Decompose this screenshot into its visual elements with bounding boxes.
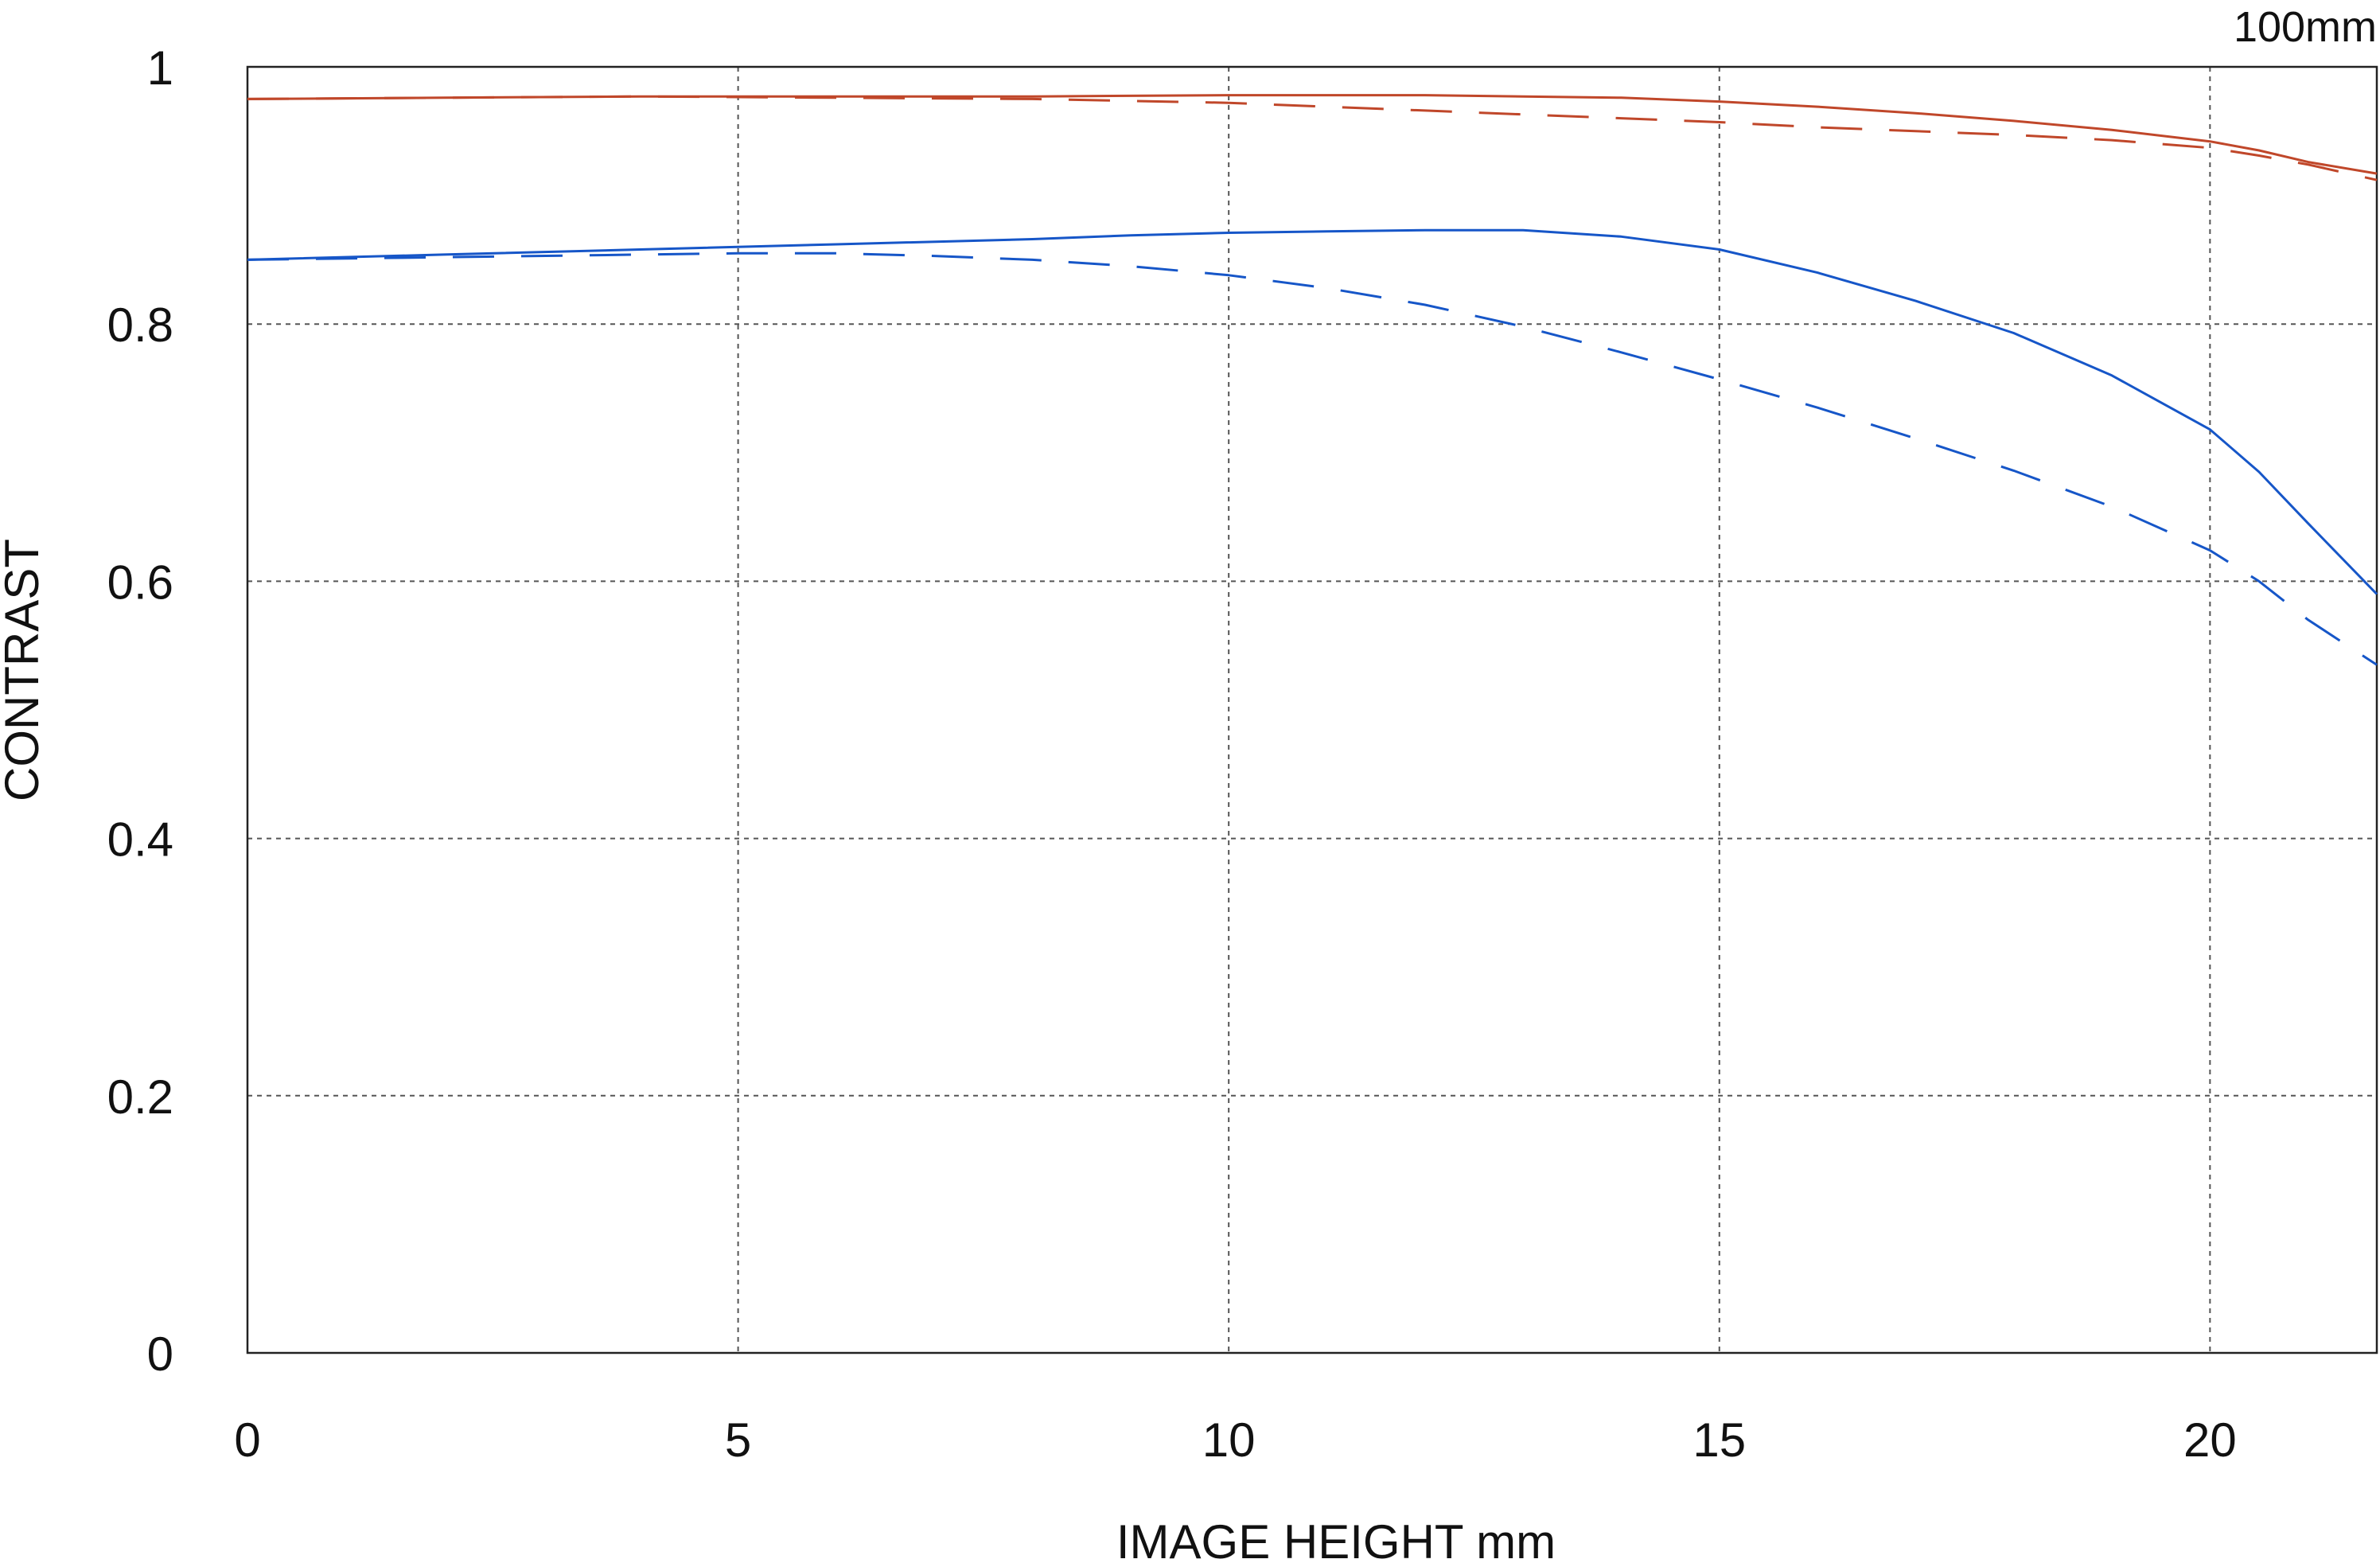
y-tick-label: 0.8 [107,298,173,352]
x-tick-label: 15 [1692,1413,1746,1467]
y-tick-label: 0.6 [107,555,173,609]
y-tick-labels: 0 0.2 0.4 0.6 0.8 1 [107,41,173,1381]
y-tick-label: 0.2 [107,1070,173,1124]
series-line-blue-solid [247,228,2378,595]
y-tick-label: 0.4 [107,813,173,867]
y-tick-label: 0 [147,1327,173,1381]
series-line-red-solid [247,94,2378,175]
y-axis-title: CONTRAST [0,539,49,801]
series-line-blue-dashed [247,251,2378,666]
x-tick-label: 5 [725,1413,751,1467]
x-axis-title: IMAGE HEIGHT mm [1116,1515,1556,1563]
focal-length-label: 100mm [2234,3,2377,51]
series-lines [247,94,2378,666]
y-tick-label: 1 [147,41,173,95]
x-tick-label: 20 [2183,1413,2237,1467]
x-tick-label: 0 [234,1413,260,1467]
plot-frame [246,65,2378,1354]
x-tick-label: 10 [1202,1413,1256,1467]
grid-lines [247,67,2377,1353]
x-tick-labels: 0 5 10 15 20 [234,1413,2236,1467]
series-line-red-dashed [247,95,2378,181]
